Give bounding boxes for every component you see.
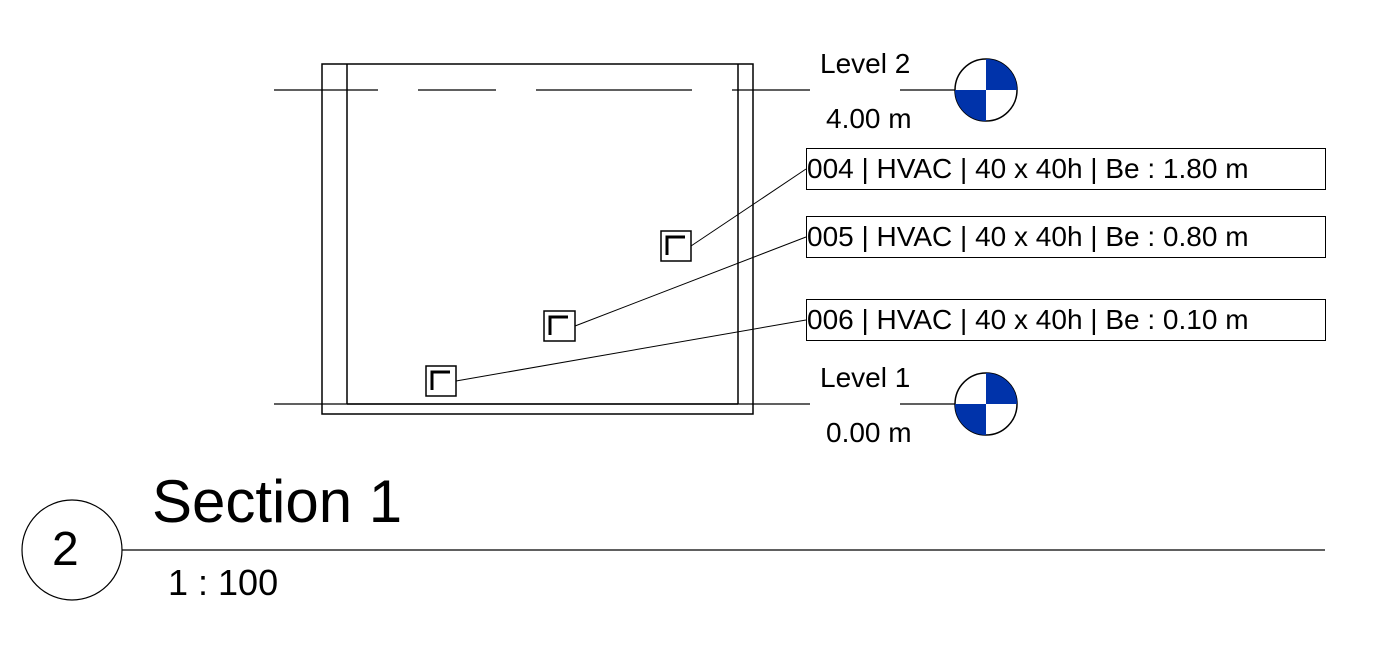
view-number: 2 — [52, 523, 79, 576]
level-2-head-icon[interactable] — [954, 58, 1018, 122]
level-2-elevation[interactable]: 4.00 m — [826, 103, 912, 134]
level-1-elevation[interactable]: 0.00 m — [826, 417, 912, 448]
duct-006[interactable] — [425, 365, 457, 397]
tag-leaders — [455, 168, 807, 382]
leader-006 — [455, 319, 807, 382]
view-scale: 1 : 100 — [168, 562, 279, 603]
level-1-name[interactable]: Level 1 — [820, 362, 911, 393]
duct-004[interactable] — [660, 230, 692, 262]
view-title[interactable]: Section 1 — [152, 468, 403, 535]
duct-tag-004[interactable]: 004 | HVAC | 40 x 40h | Be : 1.80 m — [806, 148, 1326, 190]
leader-004 — [690, 168, 807, 247]
duct-tag-006[interactable]: 006 | HVAC | 40 x 40h | Be : 0.10 m — [806, 299, 1326, 341]
duct-005[interactable] — [543, 310, 576, 342]
level-1-head-icon[interactable] — [954, 372, 1018, 436]
outer-wall — [321, 63, 754, 415]
level-2-name[interactable]: Level 2 — [820, 48, 911, 79]
leader-005 — [574, 236, 807, 327]
duct-tag-005[interactable]: 005 | HVAC | 40 x 40h | Be : 0.80 m — [806, 216, 1326, 258]
